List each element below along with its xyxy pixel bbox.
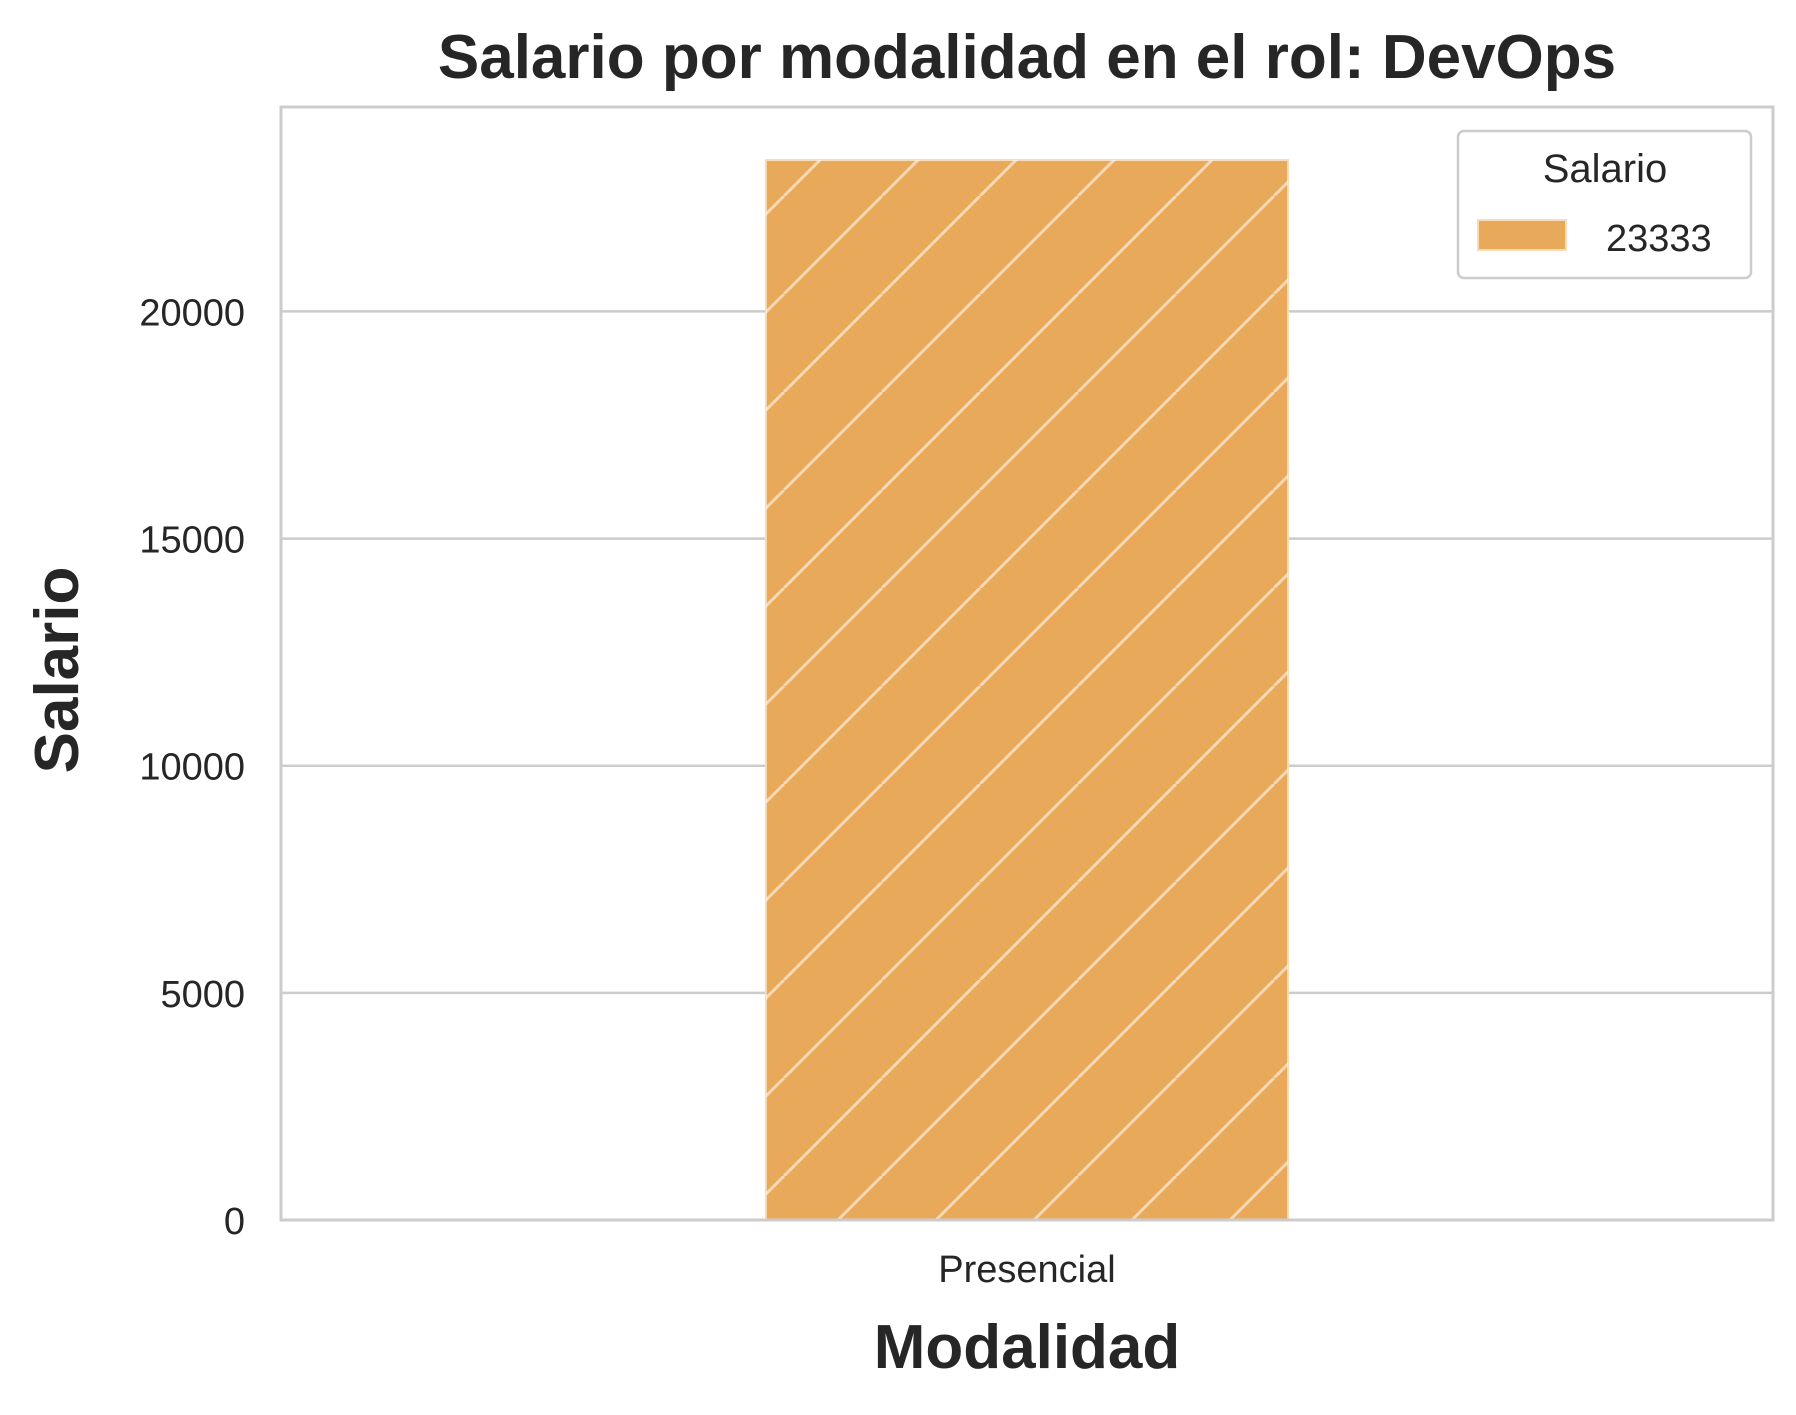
y-tick-label: 10000	[139, 747, 245, 789]
bars	[764, 159, 1290, 1221]
x-tick-label: Presencial	[938, 1249, 1115, 1291]
y-axis-label: Salario	[23, 567, 92, 774]
x-tick-labels: Presencial	[938, 1249, 1115, 1291]
legend-swatch	[1477, 219, 1567, 251]
legend-entry-label: 23333	[1606, 218, 1712, 260]
axes-frame	[279, 105, 1775, 1222]
y-tick-labels: 0 5000 10000 15000 20000	[139, 292, 245, 1243]
y-tick-label: 0	[224, 1201, 245, 1243]
y-tick-label: 20000	[139, 292, 245, 334]
legend: Salario 23333	[1456, 129, 1753, 280]
y-tick-label: 5000	[160, 974, 245, 1016]
y-tick-label: 15000	[139, 520, 245, 562]
legend-title: Salario	[1543, 147, 1668, 191]
bar-hatch	[765, 160, 1289, 1220]
chart-title: Salario por modalidad en el rol: DevOps	[438, 23, 1616, 92]
x-axis-label: Modalidad	[874, 1313, 1181, 1382]
